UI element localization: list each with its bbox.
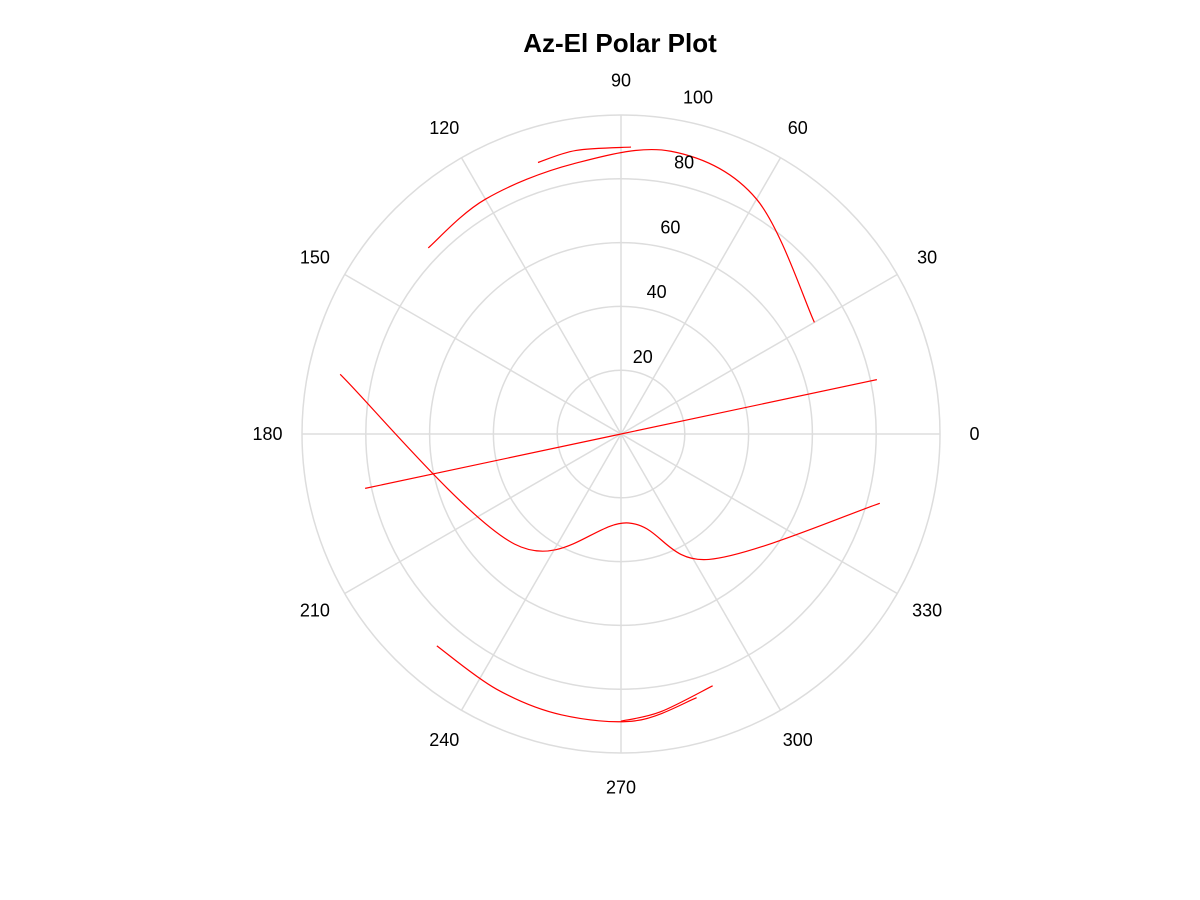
angle-tick-label: 270 xyxy=(606,777,636,797)
angle-tick-label: 240 xyxy=(429,730,459,750)
angle-tick-label: 330 xyxy=(912,601,942,621)
angle-tick-label: 0 xyxy=(969,424,979,444)
series-line-2 xyxy=(339,373,881,561)
radial-tick-label: 20 xyxy=(633,347,653,367)
radial-tick-label: 80 xyxy=(674,152,694,172)
angle-tick-label: 90 xyxy=(611,71,631,91)
angle-tick-label: 180 xyxy=(253,424,283,444)
angle-tick-label: 150 xyxy=(300,247,330,267)
series-line-5 xyxy=(436,645,697,723)
radial-tick-label: 40 xyxy=(647,282,667,302)
chart-title: Az-El Polar Plot xyxy=(523,28,717,58)
series-line-4 xyxy=(537,146,632,164)
angle-tick-label: 300 xyxy=(783,730,813,750)
angle-tick-label: 210 xyxy=(300,601,330,621)
angle-tick-label: 60 xyxy=(788,118,808,138)
series-layer xyxy=(339,146,881,723)
series-line-6 xyxy=(620,685,713,722)
series-line-3 xyxy=(427,148,815,323)
series-line-1 xyxy=(365,379,877,489)
angle-tick-label: 120 xyxy=(429,118,459,138)
radial-tick-label: 60 xyxy=(660,217,680,237)
angle-tick-label: 30 xyxy=(917,247,937,267)
radial-tick-label: 100 xyxy=(683,87,713,107)
tick-labels: 0 30 60 90 120 150 180 210 240 270 300 330 20 40 60 80 1… xyxy=(253,71,980,798)
